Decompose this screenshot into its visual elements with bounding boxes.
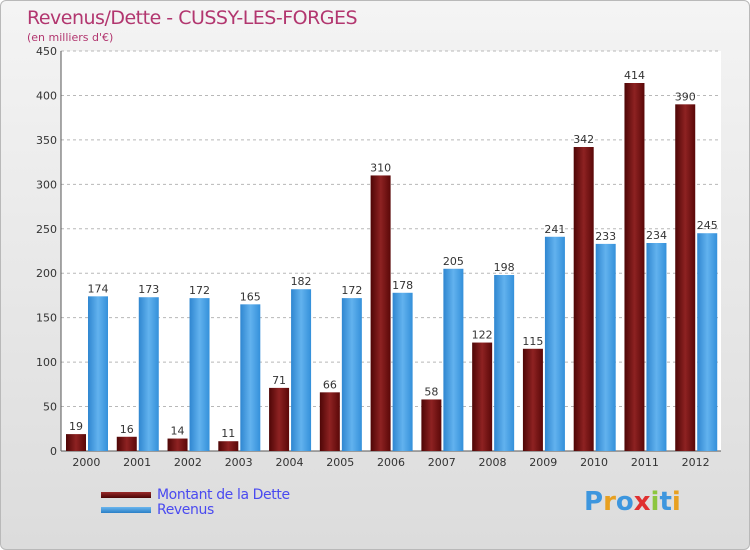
bar-dette	[167, 438, 188, 451]
data-label-revenus: 178	[392, 279, 413, 292]
bar-revenus	[189, 298, 210, 451]
data-label-dette: 310	[370, 161, 391, 174]
bar-dette	[269, 387, 290, 451]
x-tick-label: 2006	[377, 456, 405, 469]
data-label-revenus: 241	[544, 223, 565, 236]
y-tick-label: 150	[36, 312, 57, 325]
bar-dette	[573, 147, 594, 451]
bar-dette	[472, 342, 493, 451]
x-tick-label: 2000	[72, 456, 100, 469]
bar-dette	[319, 392, 340, 451]
data-label-revenus: 233	[595, 230, 616, 243]
data-label-dette: 71	[272, 374, 286, 387]
y-tick-label: 0	[50, 445, 57, 458]
data-label-dette: 14	[171, 425, 185, 438]
data-label-dette: 19	[69, 420, 83, 433]
x-tick-label: 2011	[631, 456, 659, 469]
bar-revenus	[341, 298, 362, 451]
data-label-dette: 16	[120, 423, 134, 436]
legend-item-dette: Montant de la Dette	[101, 486, 290, 503]
data-label-revenus: 174	[88, 282, 109, 295]
data-label-revenus: 234	[646, 229, 667, 242]
data-label-revenus: 198	[494, 261, 515, 274]
x-tick-label: 2003	[225, 456, 253, 469]
y-tick-label: 200	[36, 267, 57, 280]
data-label-dette: 390	[675, 90, 696, 103]
data-label-dette: 58	[424, 385, 438, 398]
legend-swatch-dette	[101, 491, 151, 498]
proxiti-logo: Proxiti	[584, 487, 681, 517]
data-label-dette: 66	[323, 378, 337, 391]
bar-revenus	[392, 292, 413, 451]
data-label-revenus: 165	[240, 290, 261, 303]
bar-dette	[624, 83, 645, 451]
bar-revenus	[291, 289, 312, 451]
x-tick-label: 2001	[123, 456, 151, 469]
y-tick-label: 350	[36, 134, 57, 147]
y-tick-label: 400	[36, 89, 57, 102]
x-tick-label: 2009	[529, 456, 557, 469]
plot-area	[61, 51, 721, 451]
bar-revenus	[138, 297, 159, 451]
chart-title: Revenus/Dette - CUSSY-LES-FORGES	[27, 7, 358, 29]
data-label-revenus: 182	[291, 275, 312, 288]
data-label-dette: 414	[624, 69, 645, 82]
data-label-revenus: 172	[341, 284, 362, 297]
logo-letter: r	[603, 487, 616, 517]
bar-dette	[421, 399, 442, 451]
legend: Montant de la Dette Revenus	[101, 486, 290, 518]
x-tick-label: 2004	[275, 456, 303, 469]
y-tick-label: 300	[36, 178, 57, 191]
logo-letter: i	[671, 487, 681, 517]
bar-dette	[66, 434, 86, 451]
logo-letter: x	[633, 487, 651, 517]
x-tick-label: 2005	[326, 456, 354, 469]
data-label-dette: 11	[221, 427, 235, 440]
bar-revenus	[595, 243, 616, 451]
logo-letter: t	[659, 487, 672, 517]
data-label-dette: 342	[573, 133, 594, 146]
y-tick-label: 450	[36, 45, 57, 58]
legend-item-revenus: Revenus	[101, 501, 290, 518]
logo-letter: o	[615, 487, 634, 517]
bar-revenus	[544, 236, 565, 451]
logo-letter: P	[584, 487, 604, 517]
bar-dette	[218, 441, 239, 451]
legend-label-dette: Montant de la Dette	[157, 486, 290, 503]
y-tick-label: 50	[43, 401, 57, 414]
bar-revenus	[240, 304, 261, 451]
x-tick-label: 2012	[682, 456, 710, 469]
logo-letter: i	[650, 487, 660, 517]
bar-revenus	[443, 268, 464, 451]
x-tick-label: 2007	[428, 456, 456, 469]
chart-subtitle: (en milliers d'€)	[27, 31, 114, 44]
x-tick-label: 2002	[174, 456, 202, 469]
bar-revenus	[88, 296, 108, 451]
bar-dette	[522, 348, 543, 451]
data-label-dette: 115	[522, 335, 543, 348]
legend-label-revenus: Revenus	[157, 501, 214, 518]
data-label-revenus: 173	[138, 283, 159, 296]
data-label-dette: 122	[472, 329, 493, 342]
legend-swatch-revenus	[101, 506, 151, 513]
data-label-revenus: 205	[443, 255, 464, 268]
data-label-revenus: 172	[189, 284, 210, 297]
x-tick-label: 2010	[580, 456, 608, 469]
bar-revenus	[494, 275, 515, 451]
x-tick-label: 2008	[479, 456, 507, 469]
bar-dette	[370, 175, 391, 451]
y-tick-label: 250	[36, 223, 57, 236]
bar-dette	[675, 104, 696, 451]
bar-revenus	[646, 243, 667, 451]
y-tick-label: 100	[36, 356, 57, 369]
data-label-revenus: 245	[697, 219, 718, 232]
bar-dette	[116, 436, 137, 451]
bar-revenus	[697, 233, 718, 451]
